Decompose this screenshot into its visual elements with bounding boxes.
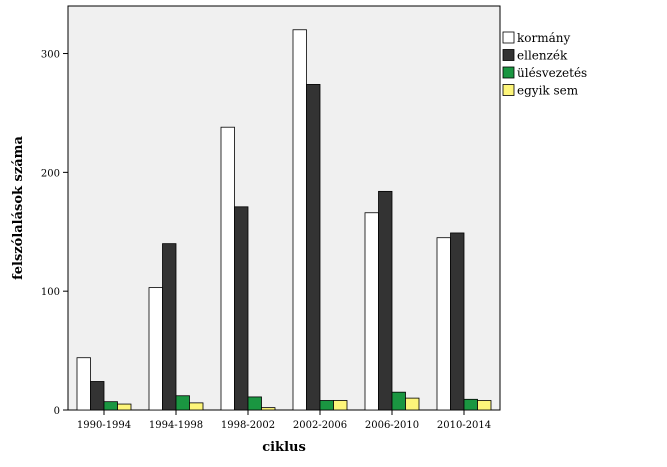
x-axis: 1990-1994 1994-1998 1998-2002 2002-2006 2006… — [77, 410, 491, 431]
bar-2002-2006-egyik sem — [333, 400, 348, 411]
bar-2010-2014-ellenzék — [450, 232, 465, 411]
bar-2010-2014-ülésvezetés — [463, 398, 478, 411]
x-tick-label: 2006-2010 — [365, 420, 419, 431]
legend-label: ellenzék — [517, 49, 568, 63]
bar-2002-2006-ellenzék — [306, 84, 321, 411]
bar-2006-2010-ülésvezetés — [391, 391, 406, 411]
bar-2010-2014-egyik sem — [477, 400, 492, 411]
bar-1998-2002-egyik sem — [261, 407, 276, 411]
plot-area — [67, 5, 501, 411]
legend-label: kormány — [517, 31, 570, 45]
bar-1994-1998-egyik sem — [189, 402, 204, 411]
legend-swatch — [502, 49, 515, 61]
legend-label: ülésvezetés — [517, 66, 587, 80]
bar-2006-2010-kormány — [364, 212, 379, 411]
bar-1994-1998-ülésvezetés — [175, 395, 190, 411]
x-tick-label: 1998-2002 — [221, 420, 275, 431]
y-tick-label: 300 — [41, 50, 60, 61]
legend-swatch — [502, 31, 515, 44]
y-tick-label: 200 — [41, 168, 60, 179]
bar-2002-2006-kormány — [292, 29, 307, 411]
x-tick-label: 1994-1998 — [149, 420, 203, 431]
bar-1998-2002-kormány — [220, 126, 235, 411]
bars — [76, 29, 492, 411]
x-tick-label: 2010-2014 — [437, 420, 491, 431]
x-tick-label: 2002-2006 — [293, 420, 347, 431]
bar-1990-1994-egyik sem — [117, 403, 132, 411]
bar-2006-2010-ellenzék — [378, 190, 393, 411]
bar-1990-1994-ülésvezetés — [103, 401, 118, 411]
bar-1994-1998-kormány — [148, 287, 163, 411]
bar-1994-1998-ellenzék — [162, 243, 177, 411]
legend-label: egyik sem — [517, 84, 579, 98]
y-axis: 0 100 200 300 — [41, 50, 68, 417]
bar-1998-2002-ellenzék — [234, 206, 249, 411]
x-axis-title: ciklus — [262, 440, 306, 455]
y-axis-title: felszólalások száma — [11, 136, 26, 280]
legend-swatch — [502, 84, 515, 96]
legend-swatch — [502, 66, 515, 79]
y-tick-label: 0 — [54, 406, 60, 417]
bar-2006-2010-egyik sem — [405, 397, 420, 411]
bar-1998-2002-ülésvezetés — [247, 396, 262, 411]
legend: kormány ellenzék ülésvezetés egyik sem — [502, 31, 587, 98]
x-tick-label: 1990-1994 — [77, 420, 131, 431]
y-tick-label: 100 — [41, 287, 60, 298]
bar-2010-2014-kormány — [436, 237, 451, 411]
bar-1990-1994-ellenzék — [90, 381, 105, 411]
bar-1990-1994-kormány — [76, 357, 91, 411]
bar-2002-2006-ülésvezetés — [319, 400, 334, 411]
